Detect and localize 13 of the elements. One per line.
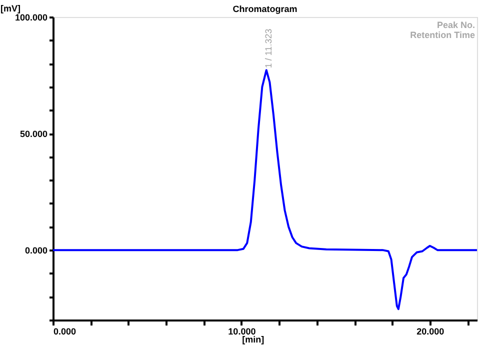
x-tick-label: 10.000 xyxy=(228,326,256,336)
x-tick-label: 0.000 xyxy=(54,326,76,336)
y-tick-label: 50.000 xyxy=(20,129,48,140)
y-tick-label: 100.000 xyxy=(14,12,48,22)
annotation: Peak No. xyxy=(436,20,475,30)
x-tick-label: 20.000 xyxy=(416,326,444,336)
x-axis-title: [min] xyxy=(242,334,264,344)
y-axis-title: [mV] xyxy=(0,4,20,14)
line-series xyxy=(52,69,478,310)
annotation: Retention Time xyxy=(410,30,475,40)
annotation: 1 / 11.323 xyxy=(263,28,274,68)
chart-title: Chromatogram xyxy=(232,4,298,14)
y-tick-label: 0.000 xyxy=(24,246,48,256)
